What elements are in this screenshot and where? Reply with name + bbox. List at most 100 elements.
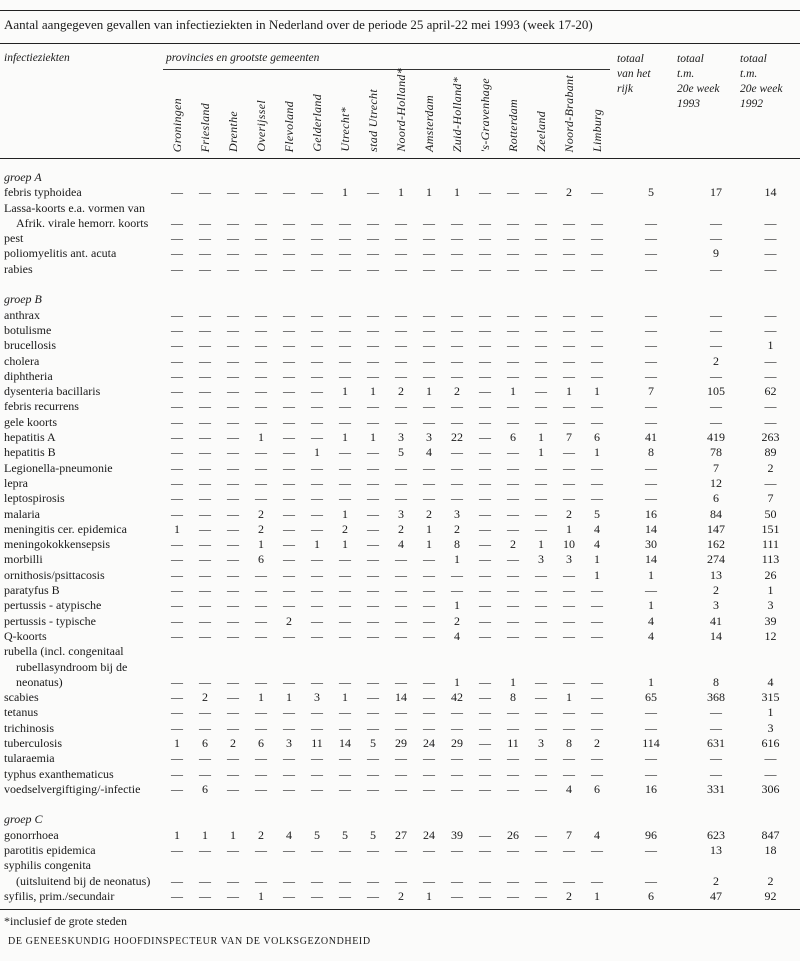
province-value: 1 xyxy=(258,888,264,903)
province-value: — xyxy=(423,338,435,353)
label-line: Legionella-pneumonie xyxy=(4,460,113,475)
province-value: — xyxy=(535,322,547,337)
province-value: 1 xyxy=(538,445,544,460)
province-value: — xyxy=(283,506,295,521)
province-value: 1 xyxy=(174,735,180,750)
header-line: 1992 xyxy=(740,98,763,110)
province-value: — xyxy=(339,613,351,628)
province-value: — xyxy=(507,552,519,567)
province-value: — xyxy=(395,399,407,414)
disease-label: hepatitis A xyxy=(0,430,163,445)
province-value: 3 xyxy=(398,430,404,445)
province-value: — xyxy=(171,491,183,506)
province-value: — xyxy=(311,384,323,399)
province-value: — xyxy=(395,598,407,613)
province-value: — xyxy=(451,246,463,261)
total-value: 2 xyxy=(767,460,774,475)
province-value: — xyxy=(395,843,407,858)
empty-cell xyxy=(741,812,800,827)
table-row: diphtheria — — — — — — — — — — — — — — — — — — — xyxy=(0,369,800,384)
province-value: — xyxy=(171,338,183,353)
province-value: — xyxy=(255,613,267,628)
province-value: — xyxy=(563,598,575,613)
province-value: — xyxy=(367,353,379,368)
province-value: — xyxy=(591,705,603,720)
province-value: — xyxy=(283,705,295,720)
province-value: — xyxy=(535,307,547,322)
province-value: — xyxy=(479,368,491,383)
total-value: — xyxy=(645,491,657,506)
provinces-subrule xyxy=(163,69,610,70)
table-row: typhus exanthematicus — — — — — — — — — — — — — — — — — — — xyxy=(0,767,800,782)
total-value: 41 xyxy=(710,613,722,628)
province-value: — xyxy=(311,231,323,246)
province-value: — xyxy=(507,261,519,276)
province-value: — xyxy=(591,322,603,337)
disease-label: pertussis - atypische xyxy=(0,598,163,613)
province-value: — xyxy=(199,414,211,429)
total-value: 47 xyxy=(710,888,722,903)
province-value: — xyxy=(199,583,211,598)
province-value: — xyxy=(283,215,295,230)
province-value: — xyxy=(255,261,267,276)
province-value: — xyxy=(339,491,351,506)
label-line: tuberculosis xyxy=(4,735,62,750)
province-value: — xyxy=(535,231,547,246)
province-value: — xyxy=(255,705,267,720)
province-value: — xyxy=(479,338,491,353)
province-value: — xyxy=(255,766,267,781)
province-column-header: Zuid-Holland* xyxy=(443,60,471,152)
province-value: — xyxy=(507,491,519,506)
province-value: 1 xyxy=(258,430,264,445)
group-label: groep A xyxy=(4,170,42,184)
province-value: — xyxy=(339,720,351,735)
total-value: 84 xyxy=(710,506,722,521)
province-value: — xyxy=(535,506,547,521)
province-value: — xyxy=(479,185,491,200)
province-value: — xyxy=(171,552,183,567)
province-column-header: Groningen xyxy=(163,60,191,152)
empty-cell xyxy=(275,170,303,185)
province-value: — xyxy=(171,766,183,781)
province-value: — xyxy=(535,690,547,705)
table-row: Lassa-koorts e.a. vormen van Afrik. viral… xyxy=(0,201,800,232)
total-value: — xyxy=(710,338,722,353)
province-value: — xyxy=(283,888,295,903)
label-line: trichinosis xyxy=(4,720,54,735)
province-value: — xyxy=(283,414,295,429)
label-line: (uitsluitend bij de neonatus) xyxy=(16,873,151,888)
province-value: — xyxy=(311,873,323,888)
province-value: 1 xyxy=(230,827,236,842)
total-value: 847 xyxy=(761,827,780,842)
province-value: — xyxy=(311,751,323,766)
province-value: — xyxy=(255,460,267,475)
province-value: — xyxy=(591,231,603,246)
province-value: — xyxy=(535,705,547,720)
province-value: — xyxy=(479,491,491,506)
disease-label: Q-koorts xyxy=(0,629,163,644)
province-value: — xyxy=(563,751,575,766)
province-value: — xyxy=(283,246,295,261)
province-value: 2 xyxy=(566,185,572,200)
province-value: — xyxy=(535,843,547,858)
province-value: — xyxy=(283,322,295,337)
province-value: — xyxy=(339,445,351,460)
label-line: gonorrhoea xyxy=(4,827,59,842)
province-value: — xyxy=(535,598,547,613)
province-value: 1 xyxy=(342,384,348,399)
total-value: — xyxy=(764,322,777,337)
province-value: — xyxy=(591,751,603,766)
province-value: 1 xyxy=(398,185,404,200)
province-value: — xyxy=(535,384,547,399)
province-value: 6 xyxy=(594,430,600,445)
total-value: 14 xyxy=(710,628,722,643)
table-row: parotitis epidemica — — — — — — — — — — — — — — — — — 13 18 xyxy=(0,843,800,858)
province-value: — xyxy=(563,338,575,353)
province-value: — xyxy=(479,720,491,735)
province-value: 39 xyxy=(451,827,463,842)
province-value: — xyxy=(563,368,575,383)
province-value: 1 xyxy=(594,888,600,903)
province-value: — xyxy=(423,491,435,506)
table-row: morbilli — — — 6 — — — — — — 1 — — 3 3 1 14 274 113 xyxy=(0,552,800,567)
province-value: 6 xyxy=(202,781,208,796)
